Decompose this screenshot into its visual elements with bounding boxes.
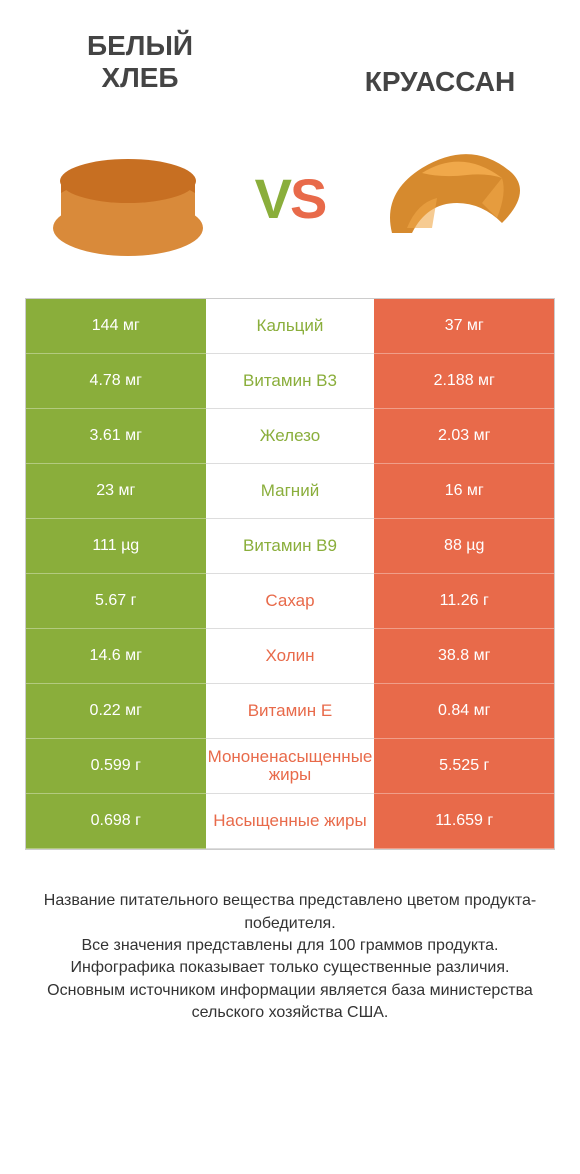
value-right: 88 µg [374, 519, 554, 574]
title-left-line2: ХЛЕБ [101, 62, 178, 93]
value-right: 38.8 мг [374, 629, 554, 684]
nutrient-label: Магний [206, 464, 375, 519]
image-row: VS [0, 108, 580, 298]
title-right-text: КРУАССАН [365, 66, 515, 97]
table-row: 23 мгМагний16 мг [26, 464, 554, 519]
value-left: 0.22 мг [26, 684, 206, 739]
vs-v: V [255, 167, 290, 230]
nutrient-label: Кальций [206, 299, 375, 354]
value-right: 11.26 г [374, 574, 554, 629]
title-left-line1: БЕЛЫЙ [87, 30, 193, 61]
footer-line-4: Основным источником информации является … [30, 980, 550, 1025]
value-right: 16 мг [374, 464, 554, 519]
nutrient-label: Витамин E [206, 684, 375, 739]
value-left: 0.698 г [26, 794, 206, 849]
value-right: 2.188 мг [374, 354, 554, 409]
value-right: 5.525 г [374, 739, 554, 794]
bread-image [38, 128, 218, 268]
footer-line-2: Все значения представлены для 100 граммо… [30, 935, 550, 957]
nutrient-label: Железо [206, 409, 375, 464]
croissant-image [362, 128, 542, 268]
table-row: 0.599 гМононенасыщенные жиры5.525 г [26, 739, 554, 794]
comparison-table: 144 мгКальций37 мг4.78 мгВитамин B32.188… [25, 298, 555, 850]
table-row: 0.22 мгВитамин E0.84 мг [26, 684, 554, 739]
value-left: 3.61 мг [26, 409, 206, 464]
nutrient-label: Сахар [206, 574, 375, 629]
value-left: 14.6 мг [26, 629, 206, 684]
table-row: 111 µgВитамин B988 µg [26, 519, 554, 574]
title-right: КРУАССАН [340, 30, 540, 98]
value-right: 2.03 мг [374, 409, 554, 464]
table-row: 14.6 мгХолин38.8 мг [26, 629, 554, 684]
nutrient-label: Мононенасыщенные жиры [206, 739, 375, 794]
table-row: 5.67 гСахар11.26 г [26, 574, 554, 629]
value-right: 0.84 мг [374, 684, 554, 739]
value-left: 111 µg [26, 519, 206, 574]
table-row: 3.61 мгЖелезо2.03 мг [26, 409, 554, 464]
footer-line-1: Название питательного вещества представл… [30, 890, 550, 935]
bread-icon [43, 133, 213, 263]
value-left: 144 мг [26, 299, 206, 354]
footer-line-3: Инфографика показывает только существенн… [30, 957, 550, 979]
nutrient-label: Холин [206, 629, 375, 684]
value-right: 11.659 г [374, 794, 554, 849]
value-left: 4.78 мг [26, 354, 206, 409]
table-row: 0.698 гНасыщенные жиры11.659 г [26, 794, 554, 849]
nutrient-label: Витамин B9 [206, 519, 375, 574]
value-left: 5.67 г [26, 574, 206, 629]
nutrient-label: Насыщенные жиры [206, 794, 375, 849]
header: БЕЛЫЙ ХЛЕБ КРУАССАН [0, 0, 580, 108]
nutrient-label: Витамин B3 [206, 354, 375, 409]
vs-s: S [290, 167, 325, 230]
value-left: 0.599 г [26, 739, 206, 794]
title-left: БЕЛЫЙ ХЛЕБ [40, 30, 240, 94]
value-left: 23 мг [26, 464, 206, 519]
value-right: 37 мг [374, 299, 554, 354]
croissant-icon [372, 133, 532, 263]
footer-notes: Название питательного вещества представл… [0, 850, 580, 1024]
vs-label: VS [255, 166, 326, 231]
table-row: 4.78 мгВитамин B32.188 мг [26, 354, 554, 409]
table-row: 144 мгКальций37 мг [26, 299, 554, 354]
